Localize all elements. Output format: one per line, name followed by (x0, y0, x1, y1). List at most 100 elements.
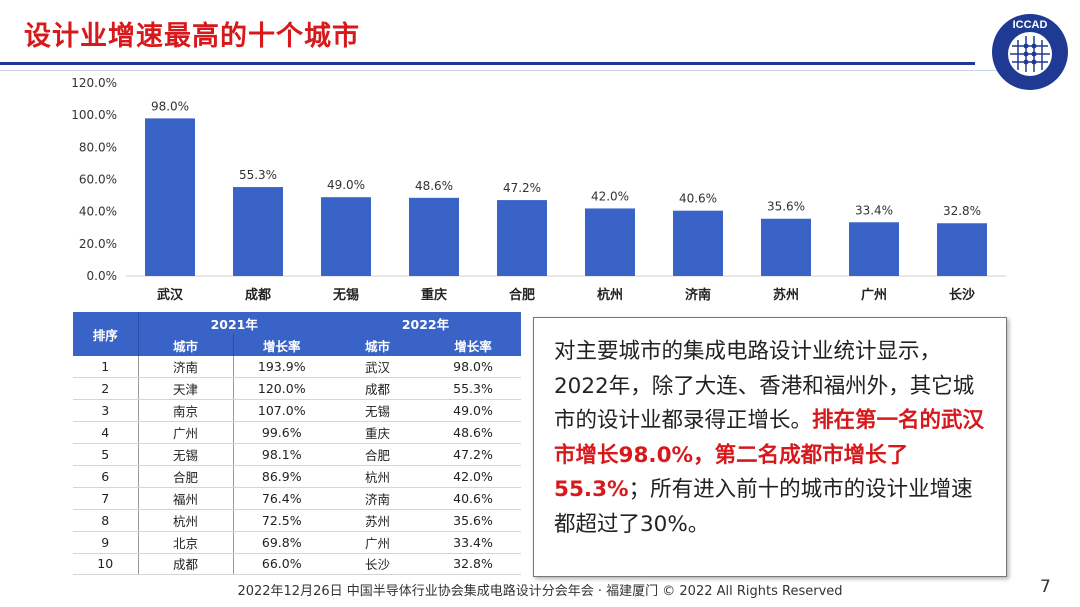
rate-2022-cell: 98.0% (425, 356, 521, 379)
footer-text: 2022年12月26日 中国半导体行业协会集成电路设计分会年会 · 福建厦门 ©… (237, 584, 843, 599)
table-row: 9 北京 69.8% 广州 33.4% (73, 531, 521, 554)
rate-2022-cell: 42.0% (425, 465, 521, 488)
summary-highlight: 排在第一名的武汉市增长98.0%，第二名成都市增长了55.3% (554, 408, 985, 502)
y-tick-label: 100.0% (71, 108, 117, 122)
y-tick-label: 60.0% (79, 173, 117, 187)
rate-2021-cell: 86.9% (232, 465, 330, 488)
y-tick-label: 0.0% (87, 269, 118, 283)
rank-cell: 4 (73, 421, 138, 445)
rank-cell: 1 (73, 356, 138, 379)
category-label: 无锡 (332, 287, 359, 303)
rank-cell: 3 (73, 399, 138, 423)
bar (937, 223, 987, 276)
rate-2022-cell: 48.6% (425, 421, 521, 445)
city-2022-cell: 无锡 (330, 399, 425, 423)
year-header-2022: 2022年 (330, 312, 521, 334)
city-2022-cell: 济南 (330, 487, 425, 510)
rank-cell: 6 (73, 465, 138, 488)
rank-header: 排序 (73, 312, 138, 356)
rank-cell: 8 (73, 509, 138, 532)
category-label: 武汉 (157, 287, 184, 303)
data-label: 47.2% (503, 181, 541, 195)
city-2022-cell: 长沙 (330, 553, 425, 576)
city-2022-cell: 广州 (330, 531, 425, 554)
rate-2021-cell: 107.0% (232, 399, 330, 423)
bar (497, 200, 547, 276)
bar (585, 208, 635, 276)
table-row: 1 济南 193.9% 武汉 98.0% (73, 356, 521, 379)
rate-2021-cell: 69.8% (232, 531, 330, 554)
col-city-2021: 城市 (137, 334, 233, 356)
col-city-2022: 城市 (330, 334, 425, 356)
city-2021-cell: 合肥 (137, 465, 233, 488)
year-header-2021: 2021年 (137, 312, 330, 334)
city-2022-cell: 成都 (330, 377, 425, 401)
data-label: 98.0% (151, 99, 189, 113)
city-2022-cell: 武汉 (330, 356, 425, 379)
summary-box: 对主要城市的集成电路设计业统计显示，2022年，除了大连、香港和福州外，其它城市… (533, 317, 1007, 577)
table-row: 6 合肥 86.9% 杭州 42.0% (73, 465, 521, 488)
y-tick-label: 20.0% (79, 237, 117, 251)
rate-2022-cell: 49.0% (425, 399, 521, 423)
data-label: 49.0% (327, 178, 365, 192)
category-label: 苏州 (773, 287, 799, 303)
city-2021-cell: 南京 (137, 399, 233, 423)
table-row: 5 无锡 98.1% 合肥 47.2% (73, 443, 521, 466)
city-2021-cell: 济南 (137, 356, 233, 379)
category-label: 重庆 (421, 287, 447, 303)
bar (321, 197, 371, 276)
table-row: 2 天津 120.0% 成都 55.3% (73, 377, 521, 401)
title-divider (0, 62, 975, 65)
ranking-table: 排序 2021年 2022年 城市 增长率 城市 增长率 1 济南 193.9% 武汉… (73, 312, 521, 576)
y-tick-label: 80.0% (79, 140, 117, 154)
table-row: 4 广州 99.6% 重庆 48.6% (73, 421, 521, 445)
rate-2021-cell: 98.1% (232, 443, 330, 466)
city-2021-cell: 北京 (137, 531, 233, 554)
city-2021-cell: 福州 (137, 487, 233, 510)
category-label: 杭州 (597, 287, 623, 303)
category-label: 成都 (245, 287, 271, 303)
bar (673, 210, 723, 276)
bar (145, 118, 195, 276)
rate-2022-cell: 55.3% (425, 377, 521, 401)
svg-text:ICCAD: ICCAD (1013, 19, 1048, 31)
data-label: 35.6% (767, 200, 805, 214)
city-2022-cell: 合肥 (330, 443, 425, 466)
table-row: 7 福州 76.4% 济南 40.6% (73, 487, 521, 510)
table-row: 3 南京 107.0% 无锡 49.0% (73, 399, 521, 423)
city-2022-cell: 重庆 (330, 421, 425, 445)
city-2021-cell: 无锡 (137, 443, 233, 466)
city-2022-cell: 苏州 (330, 509, 425, 532)
data-label: 40.6% (679, 192, 717, 206)
y-tick-label: 40.0% (79, 205, 117, 219)
rate-2021-cell: 193.9% (232, 356, 330, 379)
data-label: 32.8% (943, 204, 981, 218)
rank-cell: 9 (73, 531, 138, 554)
rank-cell: 7 (73, 487, 138, 510)
city-2021-cell: 天津 (137, 377, 233, 401)
iccad-logo: ICCAD (992, 14, 1068, 90)
col-rate-2021: 增长率 (232, 334, 330, 356)
city-2022-cell: 杭州 (330, 465, 425, 488)
category-label: 广州 (861, 287, 887, 303)
city-2021-cell: 杭州 (137, 509, 233, 532)
city-2021-cell: 成都 (137, 553, 233, 576)
rate-2022-cell: 47.2% (425, 443, 521, 466)
rank-cell: 10 (73, 553, 138, 576)
rank-cell: 5 (73, 443, 138, 466)
rank-cell: 2 (73, 377, 138, 401)
rate-2021-cell: 66.0% (232, 553, 330, 576)
summary-text-end: ；所有进入前十的城市的设计业增速都超过了30%。 (554, 477, 973, 537)
city-2021-cell: 广州 (137, 421, 233, 445)
bar (233, 187, 283, 276)
data-label: 55.3% (239, 168, 277, 182)
bar (409, 197, 459, 276)
title-divider-light (0, 70, 1000, 71)
table-row: 10 成都 66.0% 长沙 32.8% (73, 553, 521, 576)
rate-2022-cell: 40.6% (425, 487, 521, 510)
data-label: 42.0% (591, 189, 629, 203)
rate-2021-cell: 99.6% (232, 421, 330, 445)
summary-text: 对主要城市的集成电路设计业统计显示，2022年，除了大连、香港和福州外，其它城市… (554, 339, 975, 433)
rate-2021-cell: 76.4% (232, 487, 330, 510)
rate-2022-cell: 35.6% (425, 509, 521, 532)
